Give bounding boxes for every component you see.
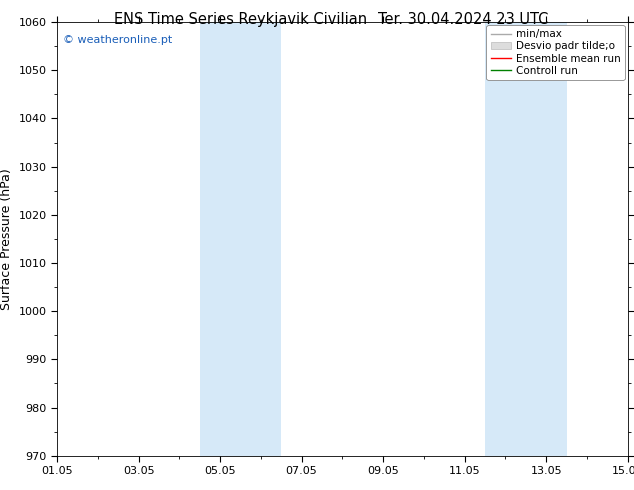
Text: ENS Time Series Reykjavik Civilian: ENS Time Series Reykjavik Civilian (114, 12, 368, 27)
Bar (200, 22, 281, 456)
Y-axis label: Surface Pressure (hPa): Surface Pressure (hPa) (0, 168, 13, 310)
Bar (485, 22, 567, 456)
Text: Ter. 30.04.2024 23 UTC: Ter. 30.04.2024 23 UTC (378, 12, 548, 27)
Text: © weatheronline.pt: © weatheronline.pt (63, 35, 172, 45)
Legend: min/max, Desvio padr tilde;o, Ensemble mean run, Controll run: min/max, Desvio padr tilde;o, Ensemble m… (486, 25, 624, 80)
